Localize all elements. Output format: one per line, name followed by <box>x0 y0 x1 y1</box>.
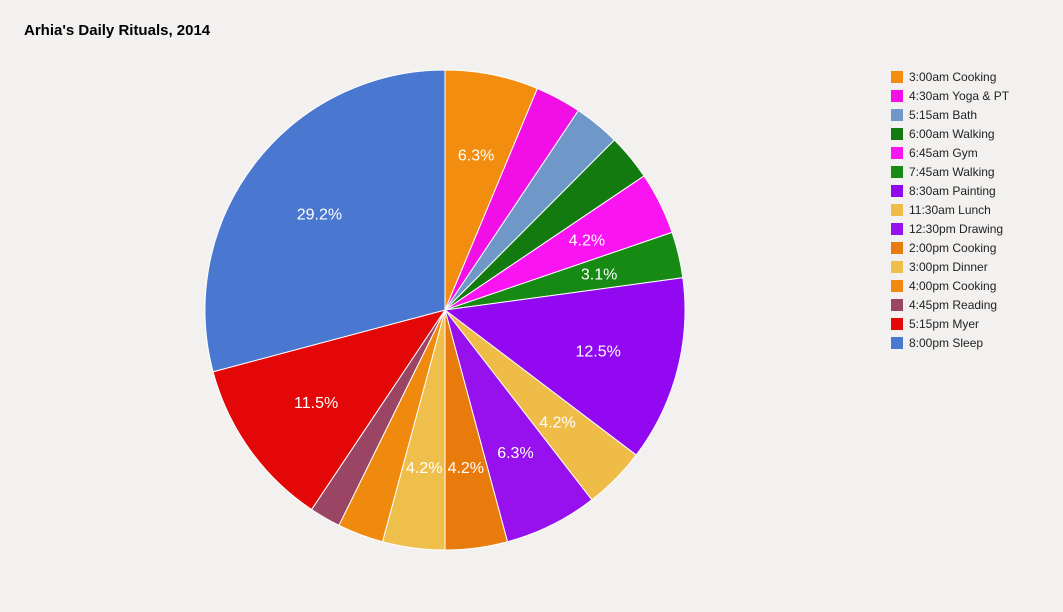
legend-label: 5:15am Bath <box>909 107 978 122</box>
pie-slice-6[interactable] <box>443 277 686 456</box>
legend-label: 3:00am Cooking <box>909 69 997 84</box>
legend-swatch <box>891 298 903 311</box>
pie-slice-label-4: 4.2% <box>569 233 605 250</box>
pie-slice-label-13: 11.5% <box>294 395 338 412</box>
legend-label: 4:00pm Cooking <box>909 278 997 293</box>
pie-slice-label-5: 3.1% <box>581 267 617 284</box>
legend-swatch <box>891 89 903 102</box>
chart-legend: 3:00am Cooking 4:30am Yoga & PT 5:15am Bat… <box>891 67 1009 352</box>
legend-swatch <box>891 108 903 121</box>
chart-title: Arhia's Daily Rituals, 2014 <box>24 22 211 39</box>
legend-swatch <box>891 70 903 83</box>
legend-item[interactable]: 3:00pm Dinner <box>891 257 1009 276</box>
legend-swatch <box>891 336 903 349</box>
legend-item[interactable]: 4:30am Yoga & PT <box>891 86 1009 105</box>
legend-swatch <box>891 260 903 273</box>
legend-item[interactable]: 3:00am Cooking <box>891 67 1009 86</box>
legend-swatch <box>891 184 903 197</box>
legend-label: 8:30am Painting <box>909 183 996 198</box>
legend-label: 6:45am Gym <box>909 145 978 160</box>
legend-swatch <box>891 279 903 292</box>
pie-slice-label-10: 4.2% <box>406 460 442 477</box>
legend-swatch <box>891 146 903 159</box>
legend-label: 12:30pm Drawing <box>909 221 1004 236</box>
legend-swatch <box>891 127 903 140</box>
pie-slice-label-14: 29.2% <box>297 206 342 223</box>
legend-item[interactable]: 6:00am Walking <box>891 124 1009 143</box>
legend-label: 2:00pm Cooking <box>909 240 997 255</box>
legend-item[interactable]: 12:30pm Drawing <box>891 219 1009 238</box>
legend-swatch <box>891 203 903 216</box>
legend-swatch <box>891 317 903 330</box>
legend-label: 7:45am Walking <box>909 164 995 179</box>
legend-label: 4:45pm Reading <box>909 297 998 312</box>
legend-label: 11:30am Lunch <box>909 202 991 217</box>
legend-item[interactable]: 2:00pm Cooking <box>891 238 1009 257</box>
legend-swatch <box>891 241 903 254</box>
legend-item[interactable]: 6:45am Gym <box>891 143 1009 162</box>
pie-slice-label-8: 6.3% <box>497 445 533 462</box>
legend-swatch <box>891 222 903 235</box>
legend-label: 6:00am Walking <box>909 126 995 141</box>
legend-item[interactable]: 5:15am Bath <box>891 105 1009 124</box>
legend-label: 4:30am Yoga & PT <box>909 88 1010 103</box>
legend-item[interactable]: 7:45am Walking <box>891 162 1009 181</box>
legend-item[interactable]: 5:15pm Myer <box>891 314 1009 333</box>
legend-swatch <box>891 165 903 178</box>
pie-slice-label-6: 12.5% <box>576 343 621 360</box>
pie-slice-14[interactable] <box>204 69 446 373</box>
pie-slice-label-7: 4.2% <box>539 414 575 431</box>
legend-item[interactable]: 4:00pm Cooking <box>891 276 1009 295</box>
pie-slice-label-9: 4.2% <box>448 460 484 477</box>
legend-item[interactable]: 4:45pm Reading <box>891 295 1009 314</box>
legend-item[interactable]: 8:30am Painting <box>891 181 1009 200</box>
pie-slice-13[interactable] <box>212 309 447 511</box>
pie-slice-label-0: 6.3% <box>458 148 494 165</box>
legend-item[interactable]: 11:30am Lunch <box>891 200 1009 219</box>
legend-label: 8:00pm Sleep <box>909 335 984 350</box>
legend-item[interactable]: 8:00pm Sleep <box>891 333 1009 352</box>
legend-label: 3:00pm Dinner <box>909 259 988 274</box>
legend-label: 5:15pm Myer <box>909 316 980 331</box>
